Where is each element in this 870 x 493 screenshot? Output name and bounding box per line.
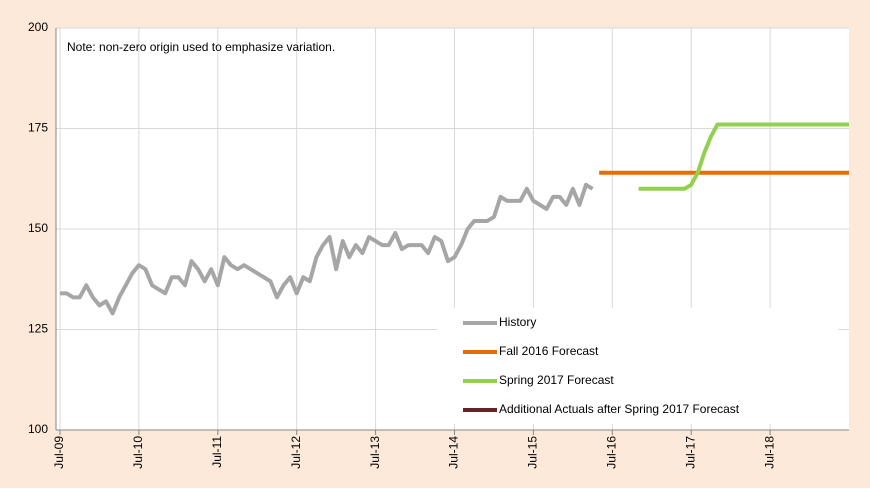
x-tick-label: Jul-16 xyxy=(604,436,618,469)
y-tick-label: 200 xyxy=(28,20,48,34)
y-tick-label: 150 xyxy=(28,221,48,235)
legend-label: Spring 2017 Forecast xyxy=(499,373,614,387)
x-tick-label: Jul-15 xyxy=(526,436,540,469)
series-line xyxy=(638,122,849,191)
x-tick-label: Jul-12 xyxy=(289,436,303,469)
annotation: Note: non-zero origin used to emphasize … xyxy=(67,40,335,54)
x-tick-label: Jul-14 xyxy=(447,436,461,469)
x-tick-label: Jul-17 xyxy=(683,436,697,469)
grid: 100 125 150 175 200 Jul-09 Jul-10 Jul-11 Jul-12 J… xyxy=(28,20,849,469)
x-tick-label: Jul-11 xyxy=(210,436,224,468)
legend-box xyxy=(437,308,838,424)
legend-label: Fall 2016 Forecast xyxy=(499,344,599,358)
lines xyxy=(60,122,849,316)
x-tick-label: Jul-18 xyxy=(762,436,776,469)
y-tick-label: 125 xyxy=(28,322,48,336)
legend-label: Additional Actuals after Spring 2017 For… xyxy=(499,402,740,416)
series-line xyxy=(60,182,594,316)
legend: History Fall 2016 Forecast Spring 2017 For… xyxy=(437,308,838,424)
x-tick-label: Jul-10 xyxy=(131,436,145,469)
y-tick-label: 100 xyxy=(28,422,48,436)
x-tick-label: Jul-13 xyxy=(368,436,382,469)
legend-label: History xyxy=(499,315,536,329)
y-tick-label: 175 xyxy=(28,121,48,135)
x-tick-label: Jul-09 xyxy=(52,436,66,469)
